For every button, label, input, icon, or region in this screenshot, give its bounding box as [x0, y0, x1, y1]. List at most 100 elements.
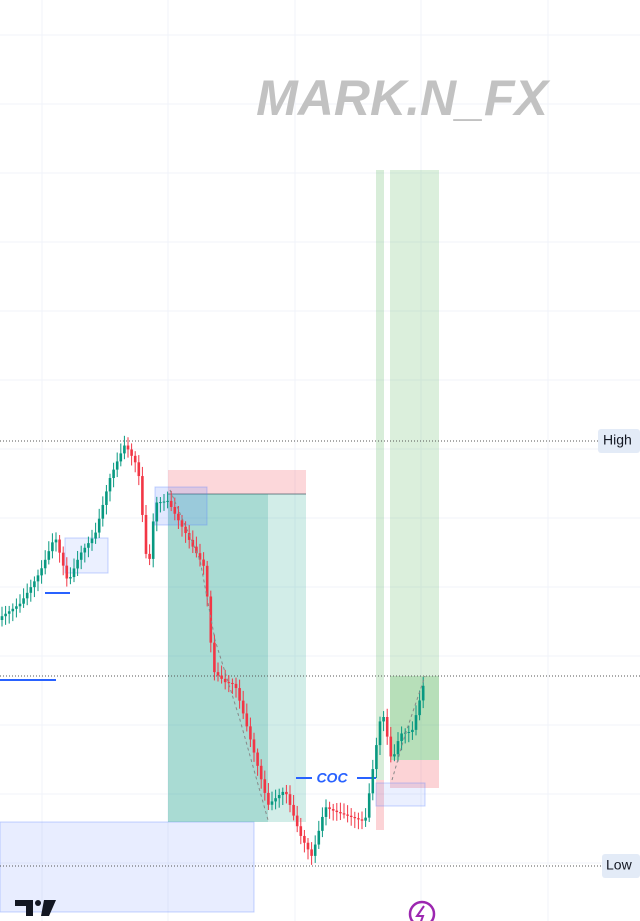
candle-body [108, 478, 112, 492]
candle-body [256, 752, 259, 766]
candle-body [90, 538, 94, 544]
candle-body [130, 449, 133, 456]
order-block [154, 486, 208, 526]
candle-body [18, 603, 22, 607]
candle-body [385, 716, 389, 737]
alert-icon [408, 900, 436, 921]
candle-body [112, 469, 115, 479]
candle-body [58, 539, 61, 553]
candle-body [270, 801, 274, 805]
candle-body [288, 794, 292, 805]
candle-body [342, 813, 346, 815]
candle-body [43, 559, 47, 569]
candle-body [414, 715, 418, 730]
candle-body [389, 736, 393, 757]
candle-body [202, 559, 205, 566]
candle-body [148, 553, 151, 559]
candle-body [213, 642, 216, 673]
candle-body [162, 501, 166, 503]
candle-body [40, 568, 43, 576]
candle-body [72, 568, 76, 578]
candle-body [151, 521, 155, 559]
candle-body [191, 539, 195, 547]
candle-body [29, 587, 33, 593]
candle-body [173, 506, 177, 514]
candle-body [263, 779, 267, 793]
candle-body [198, 553, 202, 560]
candle-body [407, 731, 411, 733]
candle-body [223, 678, 227, 683]
candle-body [306, 842, 310, 850]
candle-body [15, 606, 18, 609]
candle-body [141, 476, 144, 515]
candle-body [105, 491, 108, 505]
candle-body [94, 532, 97, 539]
candle-body [155, 502, 159, 522]
candle-body [25, 592, 29, 599]
candle-body [382, 716, 385, 722]
candle-body [331, 809, 335, 811]
candle-body [357, 818, 360, 820]
stop-zone [168, 470, 306, 494]
candle-body [421, 685, 425, 701]
candle-body [418, 700, 421, 716]
candle-body [87, 543, 90, 548]
candle-body [313, 844, 317, 856]
candle-body [166, 500, 169, 502]
candle-body [349, 815, 353, 817]
candle-body [252, 739, 256, 753]
candle-body [101, 504, 105, 519]
candle-body [133, 455, 137, 463]
candles [0, 435, 425, 865]
candle-body [0, 616, 4, 620]
candle-body [375, 745, 378, 770]
candle-body [144, 514, 148, 554]
candle-body [335, 810, 339, 813]
demand-zone [0, 821, 255, 913]
candle-body [184, 526, 187, 534]
candle-body [4, 613, 7, 617]
candle-body [378, 721, 382, 746]
candle-body [115, 461, 119, 470]
order-block [375, 782, 426, 807]
candle-body [7, 611, 11, 614]
candle-body [180, 520, 184, 527]
candle-body [281, 791, 285, 796]
candle-body [241, 700, 245, 714]
projection [169, 489, 269, 821]
candle-body [346, 814, 349, 816]
candle-body [393, 754, 396, 757]
candle-body [83, 547, 87, 553]
watermark: MARK.N_FX [256, 70, 550, 126]
long-stop [376, 780, 384, 830]
candle-body [339, 812, 342, 814]
candle-body [310, 849, 313, 856]
candle-body [234, 683, 238, 689]
candle-body [159, 502, 162, 504]
candle-body [360, 819, 364, 821]
candle-body [137, 462, 141, 477]
candle-body [47, 551, 51, 560]
candle-body [51, 542, 54, 552]
candle-body [295, 815, 299, 827]
candle-body [371, 769, 375, 794]
candle-body [169, 500, 173, 507]
candle-body [328, 807, 331, 810]
candle-body [123, 445, 126, 454]
high-label-bg [598, 429, 640, 453]
tv-logo [15, 900, 56, 916]
candle-body [277, 795, 281, 799]
candle-body [324, 807, 328, 817]
coc-label: COC [316, 770, 348, 786]
candle-body [33, 581, 36, 588]
candle-body [321, 816, 324, 831]
candle-body [353, 816, 357, 819]
target-zone [168, 494, 268, 822]
candle-body [292, 804, 295, 816]
candle-body [411, 729, 414, 732]
candle-body [97, 518, 101, 533]
candle-body [267, 792, 270, 805]
candle-body [36, 575, 40, 582]
candle-body [177, 513, 180, 521]
candle-body [76, 559, 79, 569]
